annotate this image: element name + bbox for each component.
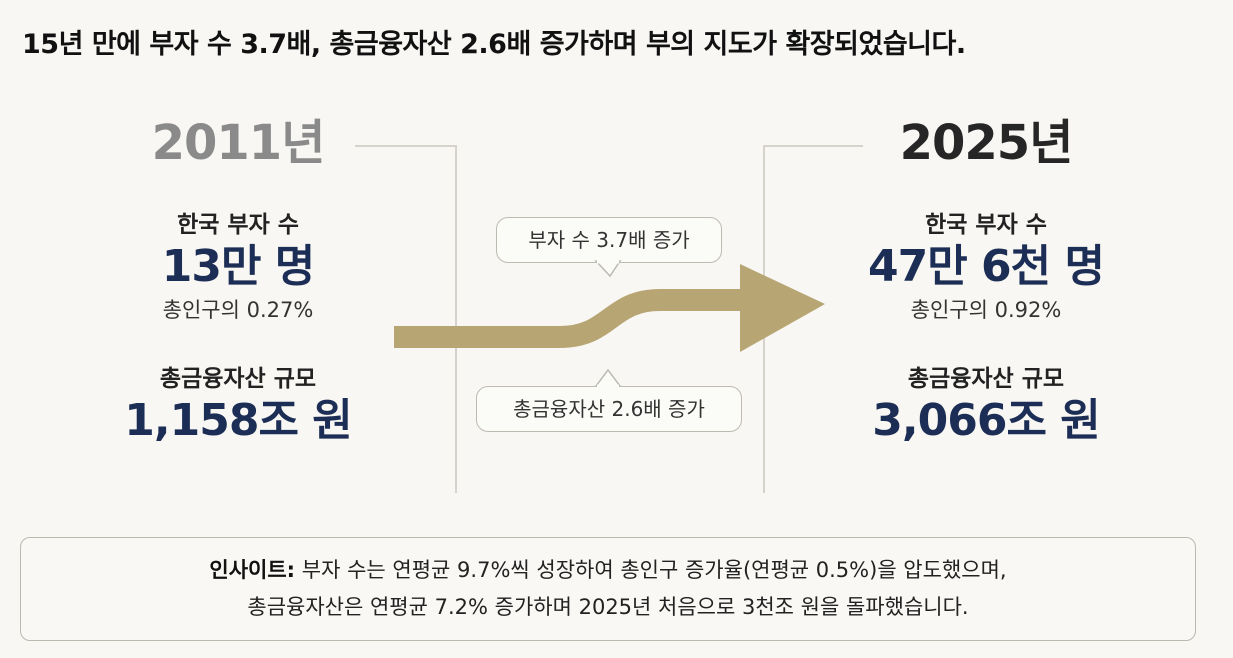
panel-2011: 2011년 한국 부자 수 13만 명 총인구의 0.27% 총금융자산 규모 … [38, 108, 438, 448]
year-2011: 2011년 [151, 115, 326, 171]
insight-text-1: 부자 수는 연평균 9.7%씩 성장하여 총인구 증가율(연평균 0.5%)을 … [301, 558, 1007, 582]
growth-arrow-head [740, 264, 825, 352]
assets-growth-callout: 총금융자산 2.6배 증가 [476, 386, 742, 432]
insight-line-1: 인사이트: 부자 수는 연평균 9.7%씩 성장하여 총인구 증가율(연평균 0… [21, 552, 1195, 589]
right-divider-horizontal [763, 145, 863, 147]
panel-2025: 2025년 한국 부자 수 47만 6천 명 총인구의 0.92% 총금융자산 … [786, 108, 1186, 448]
insight-text-2: 총금융자산은 연평균 7.2% 증가하며 2025년 처음으로 3천조 원을 돌… [247, 595, 969, 619]
rich-count-label-2025: 한국 부자 수 [925, 212, 1047, 238]
left-divider-horizontal [355, 145, 455, 147]
rich-count-value-2025: 47만 6천 명 [868, 241, 1105, 292]
insight-label: 인사이트: [209, 558, 296, 582]
assets-label-2011: 총금융자산 규모 [159, 366, 317, 392]
growth-arrow-shaft [394, 289, 745, 348]
population-share-2025: 총인구의 0.92% [910, 298, 1062, 322]
headline: 15년 만에 부자 수 3.7배, 총금융자산 2.6배 증가하며 부의 지도가… [22, 29, 966, 60]
assets-value-2025: 3,066조 원 [872, 395, 1100, 446]
insight-box: 인사이트: 부자 수는 연평균 9.7%씩 성장하여 총인구 증가율(연평균 0… [20, 537, 1196, 641]
year-2025: 2025년 [899, 115, 1074, 171]
rich-growth-callout-text: 부자 수 3.7배 증가 [528, 228, 690, 252]
population-share-2011: 총인구의 0.27% [162, 298, 314, 322]
assets-growth-callout-text: 총금융자산 2.6배 증가 [513, 397, 705, 421]
rich-growth-callout: 부자 수 3.7배 증가 [496, 217, 722, 263]
assets-value-2011: 1,158조 원 [124, 395, 352, 446]
rich-count-value-2011: 13만 명 [161, 241, 316, 292]
left-divider-vertical [455, 145, 457, 493]
assets-label-2025: 총금융자산 규모 [907, 366, 1065, 392]
rich-count-label-2011: 한국 부자 수 [177, 212, 299, 238]
